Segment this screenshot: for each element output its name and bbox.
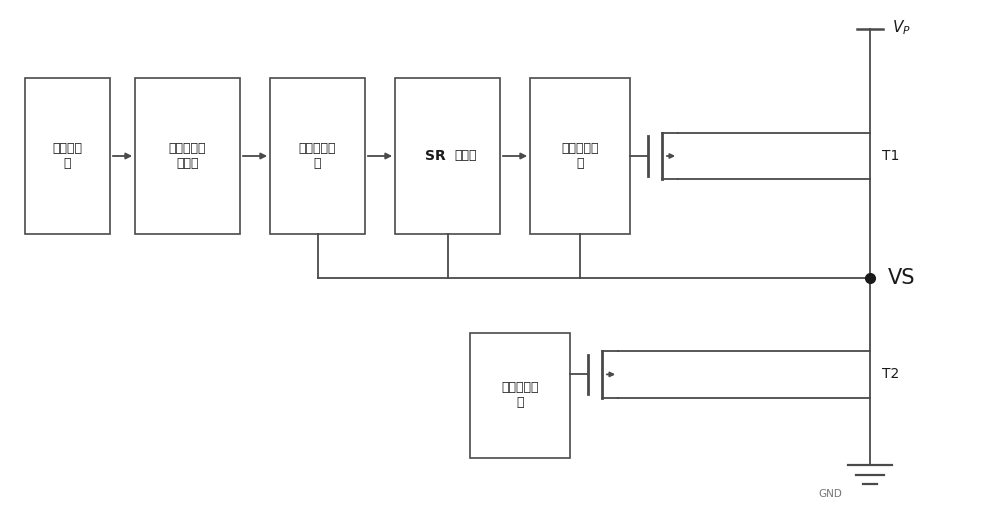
Text: T2: T2 xyxy=(882,368,899,381)
Text: 锁存器: 锁存器 xyxy=(454,149,477,162)
Bar xyxy=(25,78,110,234)
Text: SR: SR xyxy=(425,149,446,163)
Bar xyxy=(270,78,365,234)
Bar xyxy=(470,333,570,458)
Text: 高压电平位
移电路: 高压电平位 移电路 xyxy=(169,142,206,170)
Text: GND: GND xyxy=(818,489,842,499)
Bar xyxy=(135,78,240,234)
Text: 低侧驱动电
路: 低侧驱动电 路 xyxy=(501,381,539,409)
Bar xyxy=(530,78,630,234)
Text: T1: T1 xyxy=(882,149,899,163)
Text: VS: VS xyxy=(888,268,916,288)
Text: 脉冲滤波电
路: 脉冲滤波电 路 xyxy=(299,142,336,170)
Bar xyxy=(395,78,500,234)
Text: 脉冲发生
器: 脉冲发生 器 xyxy=(52,142,82,170)
Text: $V_P$: $V_P$ xyxy=(892,18,911,37)
Text: 高侧驱动电
路: 高侧驱动电 路 xyxy=(561,142,599,170)
